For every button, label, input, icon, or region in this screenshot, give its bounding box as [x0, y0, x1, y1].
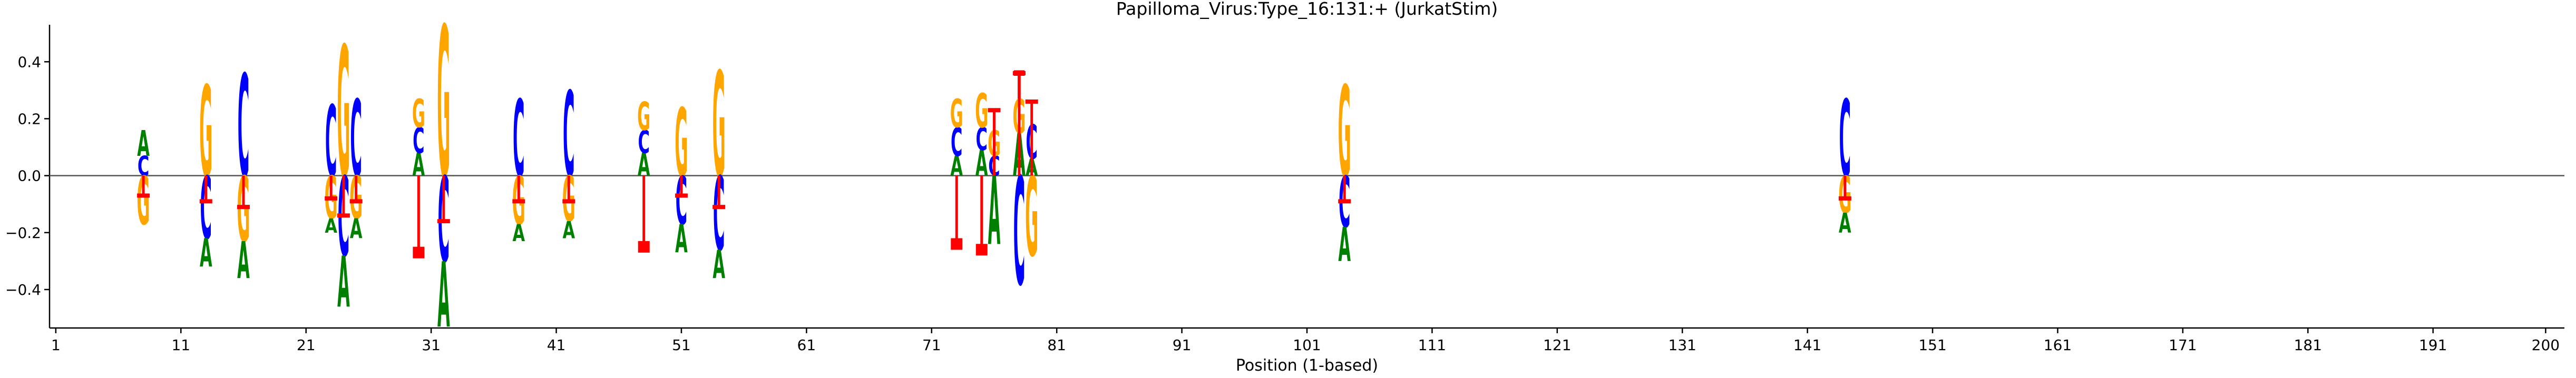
- x-tick-label: 181: [2294, 336, 2322, 354]
- x-tick-label: 200: [2532, 336, 2560, 354]
- x-tick-label: 81: [1047, 336, 1066, 354]
- logo-letter: G: [637, 94, 650, 140]
- logo-letter: C: [413, 121, 424, 162]
- logo-letter: A: [137, 124, 150, 164]
- marker-square: [413, 246, 425, 258]
- logo-letter: A: [325, 215, 337, 238]
- logo-letter: G: [412, 92, 425, 137]
- logo-letter: C: [325, 86, 337, 199]
- logo-letter: C: [976, 122, 988, 158]
- x-tick-label: 151: [1918, 336, 1946, 354]
- x-tick-label: 191: [2419, 336, 2447, 354]
- logo-letter: A: [413, 147, 425, 184]
- logo-letter: C: [951, 120, 962, 165]
- x-tick-label: 31: [422, 336, 441, 354]
- x-tick-label: 121: [1543, 336, 1571, 354]
- logo-letter: A: [988, 158, 1001, 266]
- logo-letter: G: [975, 84, 988, 138]
- chart-title: Papilloma_Virus:Type_16:131:+ (JurkatSti…: [1116, 0, 1498, 19]
- x-tick-label: 61: [797, 336, 816, 354]
- x-tick-label: 51: [672, 336, 691, 354]
- y-tick-label: −0.4: [5, 281, 41, 299]
- x-tick-label: 91: [1173, 336, 1192, 354]
- marker-square: [975, 244, 988, 256]
- marker-square: [951, 238, 963, 250]
- logo-letter: A: [237, 231, 250, 290]
- logo-letter: A: [512, 220, 525, 246]
- x-axis-label: Position (1-based): [1236, 356, 1378, 375]
- logo-letter: A: [713, 242, 725, 287]
- marker-square: [638, 241, 650, 253]
- logo-letter: C: [713, 155, 725, 274]
- x-tick-label: 141: [1793, 336, 1821, 354]
- logo-letter: A: [562, 217, 575, 244]
- logo-letter: G: [950, 92, 963, 137]
- x-tick-label: 11: [171, 336, 190, 354]
- logo-letter: G: [137, 163, 150, 240]
- logo-letter: C: [200, 158, 212, 258]
- logo-letter: G: [237, 157, 250, 262]
- y-tick-label: −0.2: [5, 224, 41, 242]
- x-tick-label: 131: [1668, 336, 1696, 354]
- logo-letter: C: [138, 151, 149, 183]
- x-tick-label: 1: [51, 336, 61, 354]
- logo-letter: C: [238, 45, 249, 209]
- x-tick-label: 41: [547, 336, 566, 354]
- x-tick-label: 21: [297, 336, 316, 354]
- y-tick-label: 0.0: [17, 167, 41, 185]
- logo-letter: C: [676, 163, 687, 240]
- logo-letter: C: [638, 124, 650, 161]
- logo-letter: C: [1013, 147, 1025, 320]
- logo-letter: A: [975, 144, 988, 184]
- logo-letter: A: [950, 151, 963, 183]
- logo-letter: C: [1839, 78, 1851, 201]
- x-tick-label: 111: [1418, 336, 1446, 354]
- y-tick-label: 0.2: [17, 110, 41, 127]
- y-tick-label: 0.4: [17, 53, 41, 71]
- logo-letter: A: [638, 147, 650, 184]
- logo-letter: A: [675, 217, 688, 262]
- logo-letter: C: [350, 78, 362, 201]
- logo-letter: A: [337, 241, 350, 323]
- x-tick-label: 101: [1293, 336, 1321, 354]
- logo-letter: A: [350, 214, 363, 245]
- x-tick-label: 161: [2044, 336, 2072, 354]
- logo-letter: A: [1338, 217, 1351, 272]
- logo-letter: A: [200, 231, 212, 276]
- x-tick-label: 71: [922, 336, 941, 354]
- logo-letter: C: [563, 68, 574, 204]
- logo-letter: C: [513, 78, 524, 201]
- logo-letter: A: [1839, 208, 1851, 240]
- logo-letter: A: [437, 243, 450, 348]
- x-tick-label: 171: [2169, 336, 2197, 354]
